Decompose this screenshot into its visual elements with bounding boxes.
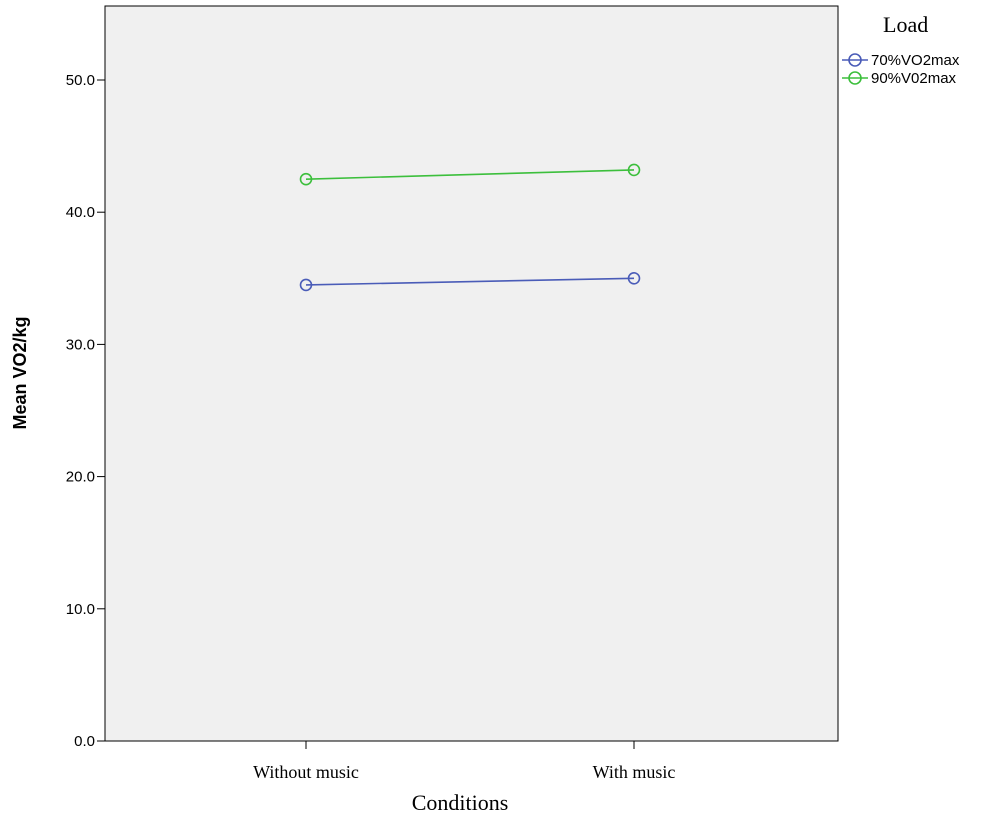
series-line [305,277,635,286]
legend-swatch-marker [848,71,862,85]
data-point [299,278,313,292]
y-tick-label: 50.0 [66,72,95,89]
x-tick-label: With music [593,762,676,782]
legend-label: 70%VO2max [871,52,960,69]
y-axis: 0.0 10.0 20.0 30.0 40.0 50.0 [66,72,105,750]
y-tick-label: 30.0 [66,336,95,353]
y-tick-label: 0.0 [74,733,95,750]
series-line [305,169,635,180]
x-tick-label: Without music [253,762,359,782]
legend-swatch-marker [848,53,862,67]
legend-title: Load [883,12,928,37]
data-point [627,271,641,285]
y-axis-title: Mean VO2/kg [10,316,30,429]
x-axis: Without music With music [253,741,675,782]
legend-label: 90%V02max [871,70,957,87]
series-layer [299,163,641,292]
data-point [299,172,313,186]
x-axis-title: Conditions [412,790,509,815]
y-tick-label: 10.0 [66,601,95,618]
plot-area [104,5,839,742]
data-point [627,163,641,177]
y-tick-label: 20.0 [66,469,95,486]
y-tick-label: 40.0 [66,204,95,221]
